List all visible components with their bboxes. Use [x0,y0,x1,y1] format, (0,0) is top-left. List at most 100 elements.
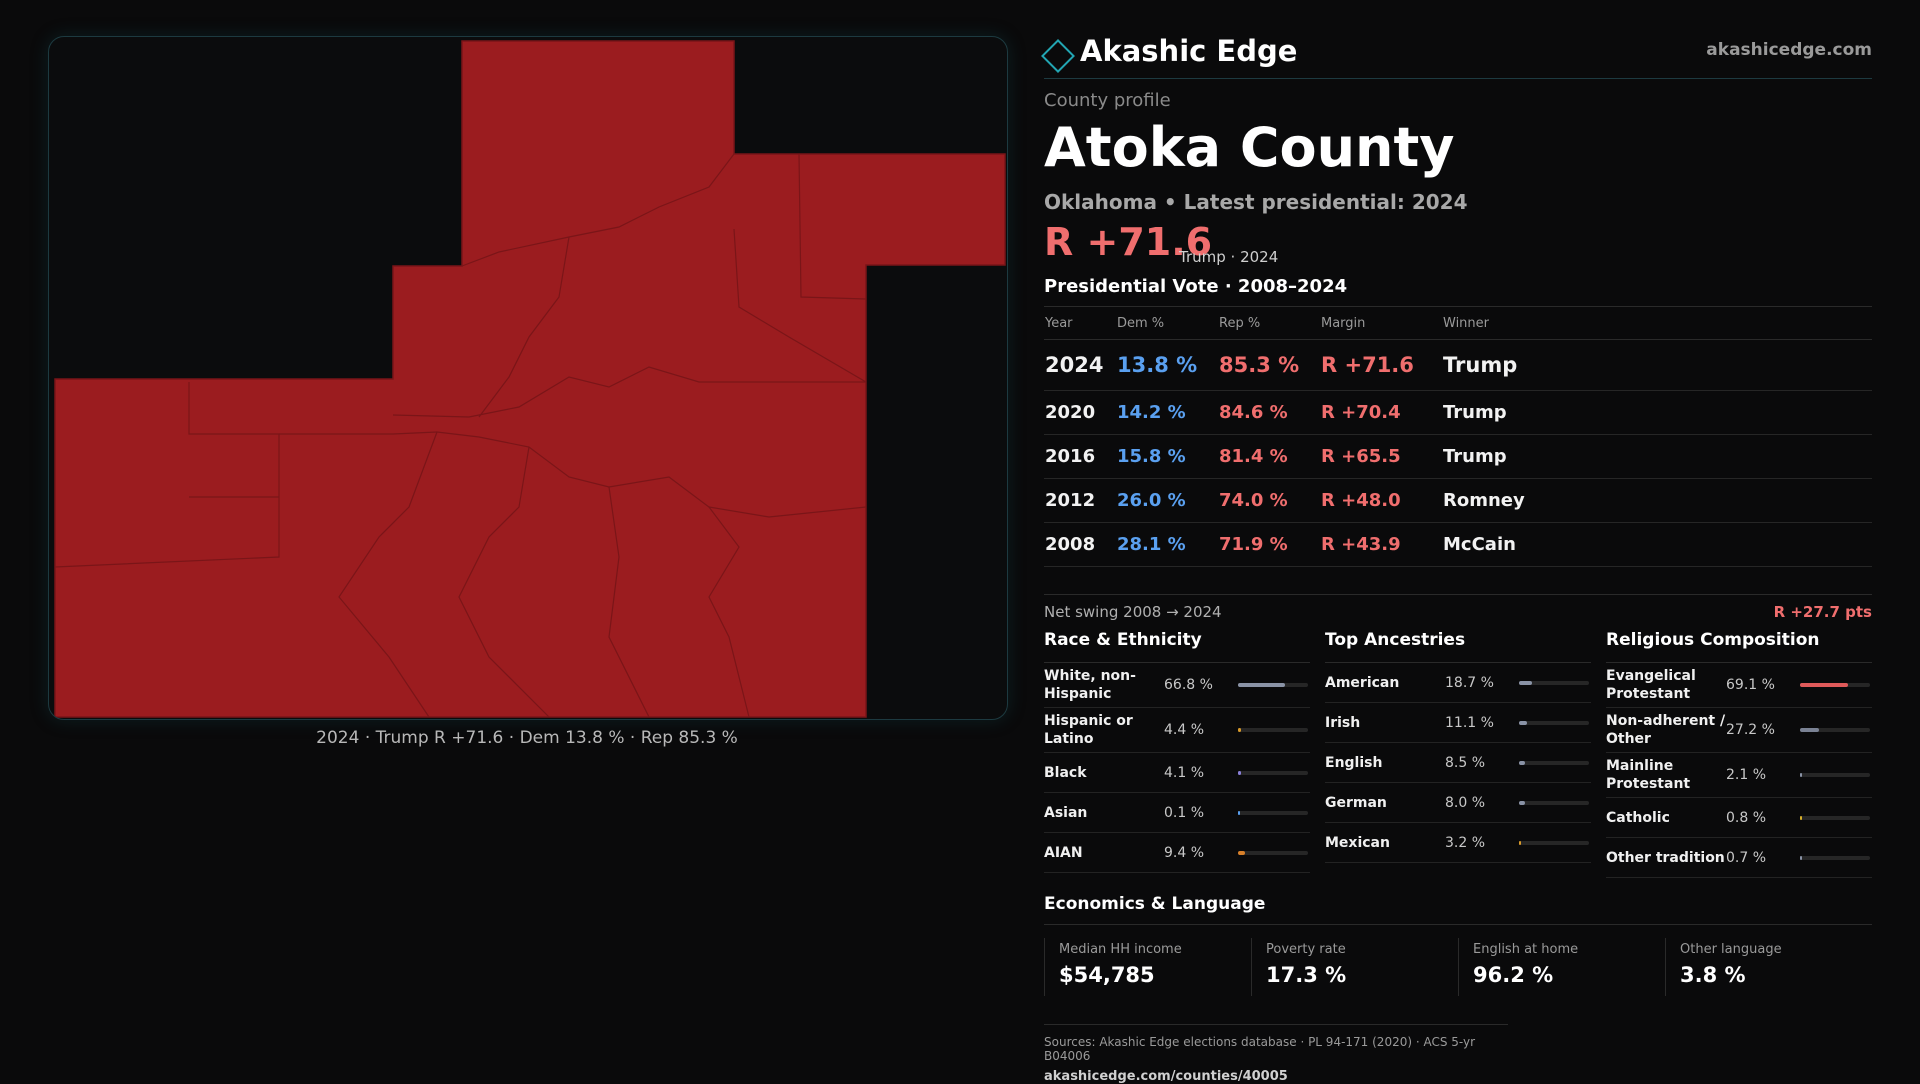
row-dem: 28.1 % [1116,522,1218,567]
econ-label: Poverty rate [1266,942,1346,957]
stat-bar-fill [1800,728,1820,732]
ancestry-title: Top Ancestries [1325,630,1591,663]
stat-label: White, non-Hispanic [1044,668,1136,702]
row-dem: 13.8 % [1116,339,1218,391]
stat-value: 27.2 % [1726,722,1775,738]
list-item: Catholic 0.8 % [1606,798,1872,838]
stat-label: Other tradition [1606,849,1725,866]
brand-name: Akashic Edge [1080,34,1298,68]
row-rep: 81.4 % [1218,434,1320,479]
stat-bar-fill [1800,683,1849,687]
stat-label: Non-adherent / Other [1606,713,1726,747]
net-swing-value: R +27.7 pts [1773,603,1872,621]
stat-bar [1238,683,1308,687]
row-rep: 85.3 % [1218,339,1320,391]
econ-card-poverty: Poverty rate 17.3 % [1251,938,1458,996]
county-boundary [54,40,1006,718]
stat-value: 9.4 % [1164,844,1205,861]
econ-label: Other language [1680,942,1782,957]
econ-card-english: English at home 96.2 % [1458,938,1665,996]
econ-label: English at home [1473,942,1579,957]
stat-bar-fill [1238,850,1245,855]
row-year: 2016 [1044,434,1116,479]
list-item: Mexican 3.2 % [1325,823,1591,863]
list-item: English 8.5 % [1325,743,1591,783]
stat-label: AIAN [1044,844,1083,861]
stat-bar [1238,728,1308,732]
stat-label: Hispanic or Latino [1044,713,1133,747]
row-winner: Romney [1442,478,1872,523]
diamond-logo-icon [1041,39,1075,73]
row-margin: R +71.6 [1320,339,1442,391]
page-title: Atoka County [1044,116,1455,179]
stat-label: Evangelical Protestant [1606,668,1696,702]
econ-value: $54,785 [1059,963,1155,987]
ancestry-section: Top Ancestries American 18.7 % Irish 11.… [1325,630,1591,863]
col-header-margin: Margin [1320,306,1442,340]
stat-bar [1238,850,1308,855]
stat-value: 4.4 % [1164,722,1205,738]
stat-bar-fill [1238,683,1285,687]
stat-value: 8.5 % [1445,754,1486,771]
profile-eyebrow: County profile [1044,90,1171,111]
row-rep: 84.6 % [1218,390,1320,435]
religion-section: Religious Composition Evangelical Protes… [1606,630,1872,878]
col-header-rep: Rep % [1218,306,1320,340]
stat-bar-fill [1519,760,1525,765]
list-item: Evangelical Protestant 69.1 % [1606,663,1872,708]
list-item: Non-adherent / Other 27.2 % [1606,708,1872,753]
stat-label: American [1325,674,1400,691]
stat-value: 4.1 % [1164,764,1205,781]
list-item: Other tradition 0.7 % [1606,838,1872,878]
sources-text: Sources: Akashic Edge elections database… [1044,1035,1476,1063]
row-margin: R +43.9 [1320,522,1442,567]
col-header-dem: Dem % [1116,306,1218,340]
row-dem: 26.0 % [1116,478,1218,523]
stat-label: Black [1044,764,1087,781]
stat-bar [1519,840,1589,845]
stat-bar-fill [1800,773,1803,777]
stat-value: 0.7 % [1726,849,1767,866]
brand-url-link[interactable]: akashicedge.com [1706,40,1872,60]
religion-title: Religious Composition [1606,630,1872,663]
stat-bar [1238,810,1308,815]
stat-bar [1800,855,1870,860]
row-winner: Trump [1442,434,1872,479]
list-item: German 8.0 % [1325,783,1591,823]
stat-value: 3.2 % [1445,834,1486,851]
list-item: Hispanic or Latino 4.4 % [1044,708,1310,753]
stat-bar-fill [1238,810,1241,815]
econ-card-income: Median HH income $54,785 [1044,938,1251,996]
row-year: 2020 [1044,390,1116,435]
row-rep: 74.0 % [1218,478,1320,523]
township-lines [54,153,867,718]
county-url-link[interactable]: akashicedge.com/counties/40005 [1044,1069,1288,1084]
profile-panel: Akashic Edge akashicedge.com County prof… [1041,30,1872,1084]
stat-bar [1800,728,1870,732]
row-winner: Trump [1442,339,1872,391]
stat-value: 66.8 % [1164,677,1213,693]
table-row: 2012 26.0 % 74.0 % R +48.0 Romney [1044,478,1872,523]
stat-value: 2.1 % [1726,767,1767,783]
map-caption: 2024 · Trump R +71.6 · Dem 13.8 % · Rep … [316,728,738,748]
stat-value: 18.7 % [1445,674,1494,691]
latest-margin: R +71.6 [1044,220,1213,264]
stat-value: 11.1 % [1445,714,1494,731]
stat-bar [1800,773,1870,777]
stat-bar [1800,815,1870,820]
stat-label: Catholic [1606,809,1670,826]
col-header-winner: Winner [1442,306,1872,340]
stat-bar-fill [1519,800,1525,805]
economics-title: Economics & Language [1044,894,1872,925]
county-map[interactable] [48,36,1008,720]
county-map-shape [54,40,1006,718]
row-winner: Trump [1442,390,1872,435]
stat-label: Mainline Protestant [1606,758,1691,792]
stat-bar-fill [1238,770,1241,775]
list-item: Mainline Protestant 2.1 % [1606,753,1872,798]
stat-value: 69.1 % [1726,677,1775,693]
stat-bar-fill [1519,680,1533,685]
vote-table: Year Dem % Rep % Margin Winner 2024 13.8… [1044,306,1872,567]
list-item: Irish 11.1 % [1325,703,1591,743]
stat-bar [1519,760,1589,765]
